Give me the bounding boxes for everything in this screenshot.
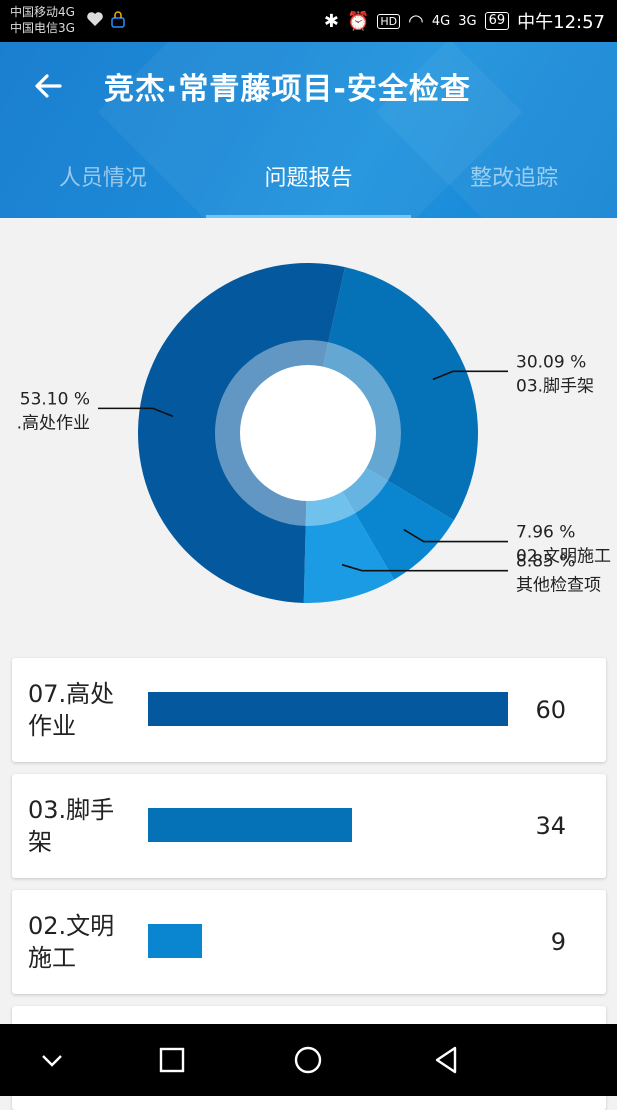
tab-label: 问题报告 (264, 166, 353, 191)
signal-3g-icon: 3G (458, 13, 477, 29)
slice-percent-label: 53.10 % (20, 389, 90, 409)
carrier-1: 中国移动4G (10, 5, 75, 19)
clock: 中午12:57 (517, 12, 605, 33)
leader-line (403, 528, 508, 543)
list-item[interactable]: 02.文明施工 9 (12, 890, 606, 994)
leader-line (432, 370, 508, 381)
item-label: 02.文明施工 (28, 912, 115, 972)
app-bar: 竞杰·常青藤项目-安全检查 人员情况 问题报告 整改追踪 (0, 42, 617, 218)
item-bar (148, 692, 508, 726)
item-label: 07.高处作业 (28, 680, 115, 740)
tab-label: 人员情况 (58, 166, 147, 191)
tab-issue-report[interactable]: 问题报告 (205, 154, 412, 218)
status-bar: 中国移动4G 中国电信3G ✱ ⏰ HD ◠ 4G 3G 69 中午12:57 (0, 0, 617, 42)
slice-name-label: .高处作业 (17, 413, 90, 433)
lock-icon (111, 11, 125, 28)
donut-chart: 30.09 % 03.脚手架 7.96 % 02.文明施工 8.85 % 其他检查项 53.… (0, 218, 617, 648)
tab-label: 整改追踪 (470, 166, 559, 191)
list-item[interactable]: 07.高处作业 60 (12, 658, 606, 762)
health-icon (87, 12, 103, 26)
status-left-icons (86, 10, 126, 28)
chevron-down-icon[interactable] (34, 1042, 70, 1078)
hd-icon: HD (377, 13, 401, 29)
slice-name-label: 02.文明施工 (516, 547, 611, 567)
battery-icon: 69 (484, 12, 510, 30)
tab-indicator (205, 215, 412, 218)
alarm-icon: ⏰ (346, 10, 370, 32)
slice-percent-label: 30.09 % (516, 352, 586, 372)
list-item[interactable]: 03.脚手架 34 (12, 774, 606, 878)
carrier-info: 中国移动4G 中国电信3G (10, 4, 75, 36)
recents-button[interactable] (154, 1042, 190, 1078)
item-bar (148, 808, 352, 842)
item-label: 03.脚手架 (28, 796, 115, 856)
signal-4g-icon: 4G (431, 13, 451, 29)
slice-name-label: 03.脚手架 (516, 376, 594, 396)
donut-hole (240, 365, 376, 501)
carrier-2: 中国电信3G (10, 21, 75, 35)
leader-line (341, 563, 508, 572)
back-button[interactable] (28, 70, 68, 110)
item-bar (148, 924, 202, 958)
leader-line (98, 407, 174, 418)
back-nav-button[interactable] (428, 1042, 464, 1078)
tab-rectification[interactable]: 整改追踪 (411, 154, 617, 218)
tab-personnel[interactable]: 人员情况 (0, 154, 206, 218)
slice-percent-label: 7.96 % (516, 523, 575, 543)
slice-percent-label: 8.85 % (516, 552, 575, 572)
bluetooth-icon: ✱ (323, 10, 339, 32)
wifi-icon: ◠ (408, 10, 424, 32)
item-value: 34 (535, 812, 566, 840)
system-nav-bar (0, 1024, 617, 1096)
page-title: 竞杰·常青藤项目-安全检查 (104, 72, 471, 107)
item-value: 60 (535, 696, 566, 724)
slice-name-label: 其他检查项 (516, 576, 601, 596)
home-button[interactable] (290, 1042, 326, 1078)
item-value: 9 (550, 928, 566, 956)
back-arrow-icon (35, 74, 62, 98)
tab-bar: 人员情况 问题报告 整改追踪 (0, 154, 617, 218)
status-right-icons: ✱ ⏰ HD ◠ 4G 3G 69 中午12:57 (324, 8, 605, 34)
